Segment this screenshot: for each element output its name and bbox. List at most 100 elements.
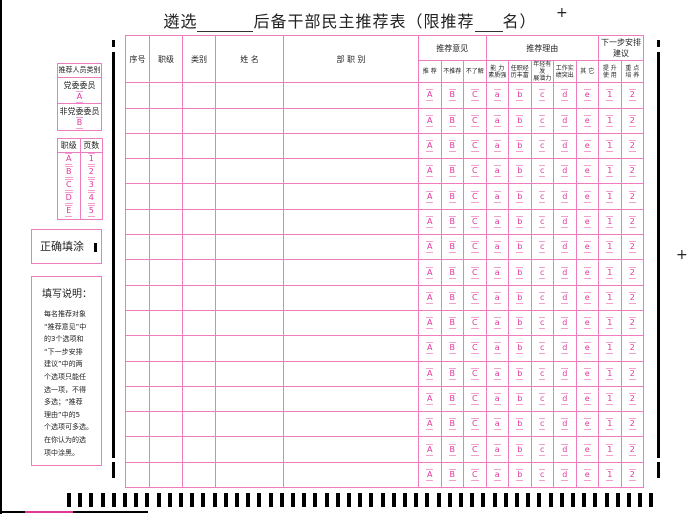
option-bubble[interactable]: B xyxy=(448,165,456,178)
option-bubble[interactable]: 1 xyxy=(606,393,614,405)
option-bubble[interactable]: C xyxy=(470,291,479,304)
cell-category[interactable] xyxy=(182,461,216,489)
cell-name[interactable] xyxy=(215,132,284,160)
page-option[interactable]: 3 xyxy=(87,179,95,191)
option-bubble[interactable]: B xyxy=(448,443,456,456)
cell-category[interactable] xyxy=(182,158,216,185)
option-bubble[interactable]: a xyxy=(493,342,501,355)
option-bubble[interactable]: a xyxy=(493,443,501,456)
cell-category[interactable] xyxy=(182,436,216,463)
option-bubble[interactable]: 1 xyxy=(606,418,614,431)
option-bubble[interactable]: 2 xyxy=(628,418,636,431)
option-bubble[interactable]: B xyxy=(448,190,456,203)
option-bubble[interactable]: b xyxy=(516,443,524,456)
option-bubble[interactable]: d xyxy=(561,393,569,405)
cell-rank[interactable] xyxy=(149,360,183,387)
option-bubble[interactable]: 1 xyxy=(606,215,614,228)
cell-dept[interactable] xyxy=(283,309,419,337)
option-bubble[interactable]: 2 xyxy=(628,241,636,254)
option-bubble[interactable]: C xyxy=(470,215,479,228)
option-bubble[interactable]: a xyxy=(493,468,501,481)
cell-category[interactable] xyxy=(182,284,216,311)
option-bubble[interactable]: d xyxy=(561,241,569,254)
cell-dept[interactable] xyxy=(283,259,419,286)
cell-seq[interactable] xyxy=(125,158,150,185)
option-bubble[interactable]: 2 xyxy=(628,317,636,330)
cell-rank[interactable] xyxy=(149,461,183,489)
option-bubble[interactable]: A xyxy=(426,89,434,102)
option-bubble[interactable]: 2 xyxy=(628,393,636,405)
option-bubble[interactable]: e xyxy=(583,140,591,153)
option-bubble[interactable]: c xyxy=(539,215,546,228)
option-bubble[interactable]: 1 xyxy=(606,190,614,203)
option-bubble[interactable]: c xyxy=(539,342,546,355)
option-bubble[interactable]: c xyxy=(539,266,546,279)
cell-name[interactable] xyxy=(215,360,284,387)
option-bubble[interactable]: d xyxy=(561,165,569,178)
rank-option[interactable]: A xyxy=(65,153,73,165)
option-bubble[interactable]: 1 xyxy=(606,468,614,481)
cell-seq[interactable] xyxy=(125,234,150,261)
option-bubble[interactable]: B xyxy=(448,89,456,102)
option-bubble[interactable]: a xyxy=(493,114,501,127)
cell-dept[interactable] xyxy=(283,284,419,311)
option-bubble[interactable]: d xyxy=(561,367,569,380)
option-bubble[interactable]: c xyxy=(539,317,546,330)
cell-rank[interactable] xyxy=(149,309,183,337)
option-bubble[interactable]: c xyxy=(539,165,546,178)
cell-rank[interactable] xyxy=(149,436,183,463)
cell-dept[interactable] xyxy=(283,82,419,109)
option-bubble[interactable]: d xyxy=(561,342,569,355)
option-bubble[interactable]: B xyxy=(448,342,456,355)
cell-seq[interactable] xyxy=(125,436,150,463)
cell-rank[interactable] xyxy=(149,284,183,311)
option-bubble[interactable]: 1 xyxy=(606,140,614,153)
option-bubble[interactable]: e xyxy=(583,342,591,355)
option-bubble[interactable]: a xyxy=(493,241,501,254)
option-bubble[interactable]: b xyxy=(516,266,524,279)
option-bubble[interactable]: C xyxy=(470,367,479,380)
option-bubble[interactable]: b xyxy=(516,291,524,304)
cell-seq[interactable] xyxy=(125,183,150,210)
option-bubble[interactable]: e xyxy=(583,266,591,279)
cell-category[interactable] xyxy=(182,309,216,337)
option-bubble[interactable]: 1 xyxy=(606,241,614,254)
option-bubble[interactable]: 1 xyxy=(606,367,614,380)
option-bubble[interactable]: 1 xyxy=(606,266,614,279)
option-bubble[interactable]: A xyxy=(426,215,434,228)
option-bubble[interactable]: A xyxy=(426,190,434,203)
option-bubble[interactable]: 2 xyxy=(628,367,636,380)
page-option[interactable]: 1 xyxy=(87,153,95,165)
option-bubble[interactable]: b xyxy=(516,317,524,330)
option-bubble[interactable]: B xyxy=(448,367,456,380)
category-option-a[interactable]: A xyxy=(75,91,84,103)
option-bubble[interactable]: e xyxy=(583,215,591,228)
option-bubble[interactable]: c xyxy=(539,89,546,102)
cell-seq[interactable] xyxy=(125,360,150,387)
option-bubble[interactable]: c xyxy=(539,443,546,456)
cell-dept[interactable] xyxy=(283,107,419,134)
option-bubble[interactable]: 1 xyxy=(606,317,614,330)
option-bubble[interactable]: c xyxy=(539,468,546,481)
option-bubble[interactable]: a xyxy=(493,418,501,431)
option-bubble[interactable]: A xyxy=(426,114,434,127)
option-bubble[interactable]: 1 xyxy=(606,443,614,456)
cell-seq[interactable] xyxy=(125,107,150,134)
option-bubble[interactable]: B xyxy=(448,291,456,304)
cell-category[interactable] xyxy=(182,335,216,362)
cell-name[interactable] xyxy=(215,335,284,362)
option-bubble[interactable]: C xyxy=(470,190,479,203)
page-option[interactable]: 5 xyxy=(87,205,95,217)
cell-dept[interactable] xyxy=(283,234,419,261)
cell-seq[interactable] xyxy=(125,132,150,160)
option-bubble[interactable]: c xyxy=(539,241,546,254)
cell-dept[interactable] xyxy=(283,385,419,413)
option-bubble[interactable]: 2 xyxy=(628,114,636,127)
option-bubble[interactable]: 2 xyxy=(628,165,636,178)
cell-seq[interactable] xyxy=(125,259,150,286)
cell-name[interactable] xyxy=(215,284,284,311)
option-bubble[interactable]: e xyxy=(583,190,591,203)
cell-seq[interactable] xyxy=(125,284,150,311)
cell-name[interactable] xyxy=(215,461,284,489)
option-bubble[interactable]: A xyxy=(426,468,434,481)
